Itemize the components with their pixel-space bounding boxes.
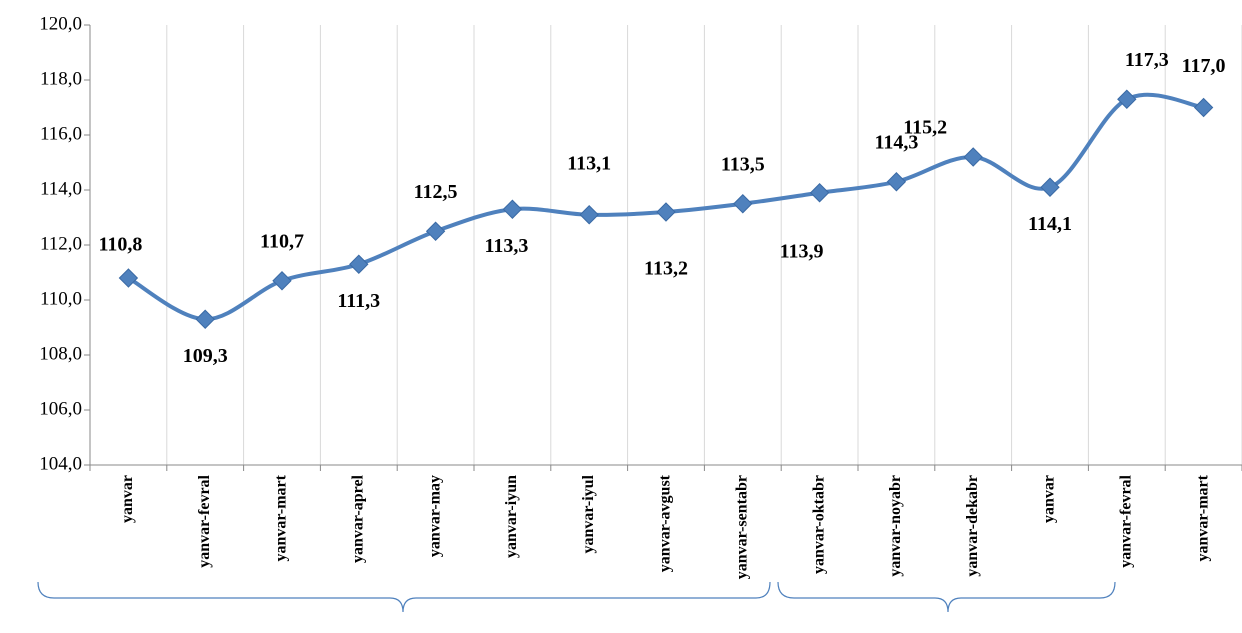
y-tick-label: 108,0: [39, 343, 82, 364]
marker: [195, 309, 215, 329]
x-tick-label: yanvar-iyul: [580, 474, 597, 553]
x-tick-label: yanvar: [119, 475, 136, 523]
x-tick-label: yanvar-fevral: [1117, 474, 1134, 567]
marker: [656, 202, 676, 222]
y-tick-label: 110,0: [40, 288, 82, 309]
x-tick-label: yanvar-dekabr: [964, 475, 981, 577]
marker: [733, 194, 753, 214]
data-label: 110,7: [260, 230, 304, 252]
x-tick-label: yanvar: [1041, 475, 1058, 523]
marker: [1040, 177, 1060, 197]
bracket: [37, 581, 771, 613]
x-tick-label: yanvar-oktabr: [810, 475, 827, 574]
data-label: 112,5: [414, 181, 458, 203]
marker: [579, 205, 599, 225]
x-tick-label: yanvar-mart: [273, 474, 290, 561]
x-tick-label: yanvar-sentabr: [733, 475, 750, 579]
data-label: 109,3: [183, 345, 228, 367]
x-tick-label: yanvar-avgust: [657, 474, 674, 572]
marker: [963, 147, 983, 167]
x-tick-label: yanvar-aprel: [349, 474, 366, 563]
y-tick-label: 104,0: [39, 453, 82, 474]
marker: [1193, 97, 1214, 118]
x-tick-label: yanvar-may: [426, 475, 443, 557]
data-label: 110,8: [98, 234, 142, 256]
data-label: 114,1: [1028, 213, 1072, 235]
x-tick-label: yanvar-noyabr: [887, 475, 904, 577]
data-label: 113,9: [780, 240, 824, 262]
y-tick-label: 106,0: [39, 398, 82, 419]
data-label: 113,1: [567, 152, 611, 174]
y-tick-label: 114,0: [40, 178, 82, 199]
data-label: 113,5: [721, 153, 765, 175]
data-label: 114,3: [874, 131, 918, 153]
marker: [118, 268, 139, 288]
data-label: 111,3: [337, 290, 380, 312]
x-tick-label: yanvar-fevral: [196, 474, 213, 567]
x-tick-label: yanvar-iyun: [503, 475, 520, 558]
marker: [272, 271, 292, 291]
y-tick-label: 120,0: [39, 13, 82, 34]
data-label: 113,2: [644, 258, 688, 280]
x-tick-label: yanvar-mart: [1194, 474, 1211, 561]
data-label: 117,0: [1182, 55, 1226, 77]
data-label: 115,2: [903, 117, 947, 139]
marker: [502, 199, 523, 219]
y-tick-label: 116,0: [40, 123, 82, 144]
marker: [886, 172, 907, 192]
marker: [809, 183, 830, 203]
bracket: [777, 581, 1116, 613]
marker: [1117, 89, 1137, 109]
marker: [349, 254, 369, 274]
data-label: 113,3: [484, 235, 528, 257]
y-tick-label: 112,0: [40, 233, 82, 254]
marker: [425, 221, 446, 241]
y-tick-label: 118,0: [40, 68, 82, 89]
data-label: 117,3: [1125, 49, 1169, 71]
